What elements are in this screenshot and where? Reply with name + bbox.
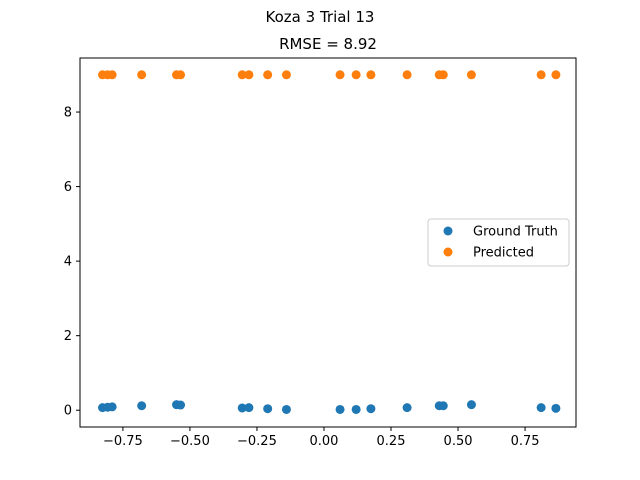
x-tick-label: 0.75 — [511, 434, 540, 449]
ground-truth-point — [536, 403, 546, 413]
predicted-point — [244, 70, 254, 80]
ground-truth-point — [237, 403, 247, 413]
predicted-point — [438, 70, 448, 80]
y-tick-label: 0 — [64, 404, 72, 419]
axes-frame — [79, 57, 577, 428]
predicted-point — [335, 70, 345, 80]
predicted-point — [281, 70, 291, 80]
x-tick-label: 0.25 — [377, 434, 406, 449]
y-tick-label: 2 — [64, 329, 72, 344]
ground-truth-point — [366, 404, 376, 414]
predicted-point — [176, 70, 186, 80]
legend: Ground Truth Predicted — [427, 218, 570, 267]
y-tick-label: 4 — [64, 255, 72, 270]
legend-label-ground-truth: Ground Truth — [473, 225, 558, 240]
y-tick-label: 6 — [64, 180, 72, 195]
legend-label-predicted: Predicted — [473, 246, 534, 261]
ground-truth-point — [263, 404, 273, 414]
ground-truth-point — [438, 401, 448, 411]
predicted-point — [107, 70, 117, 80]
legend-box — [427, 218, 570, 267]
x-tick-label: 0.00 — [310, 434, 339, 449]
ground-truth-point — [107, 402, 117, 412]
ground-truth-point — [137, 401, 147, 411]
chart-title: RMSE = 8.92 — [279, 35, 377, 53]
legend-marker-predicted — [443, 247, 453, 257]
ground-truth-point — [176, 400, 186, 410]
x-tick-label: −0.25 — [237, 434, 277, 449]
predicted-point — [351, 70, 361, 80]
ground-truth-point — [335, 404, 345, 414]
predicted-point — [137, 70, 147, 80]
legend-marker-ground-truth — [443, 226, 453, 236]
x-tick-label: 0.50 — [444, 434, 473, 449]
y-tick-label: 8 — [64, 106, 72, 121]
figure-suptitle: Koza 3 Trial 13 — [266, 8, 375, 26]
ground-truth-point — [351, 404, 361, 414]
predicted-point — [466, 70, 476, 80]
predicted-point — [536, 70, 546, 80]
plot-area — [98, 70, 561, 414]
predicted-point — [263, 70, 273, 80]
predicted-point — [237, 70, 247, 80]
ground-truth-point — [402, 403, 412, 413]
x-tick-label: −0.50 — [170, 434, 210, 449]
ground-truth-point — [244, 403, 254, 413]
x-tick-label: −0.75 — [103, 434, 143, 449]
ground-truth-point — [281, 404, 291, 414]
predicted-point — [402, 70, 412, 80]
ground-truth-point — [551, 403, 561, 413]
ground-truth-point — [466, 400, 476, 410]
predicted-point — [551, 70, 561, 80]
predicted-point — [366, 70, 376, 80]
